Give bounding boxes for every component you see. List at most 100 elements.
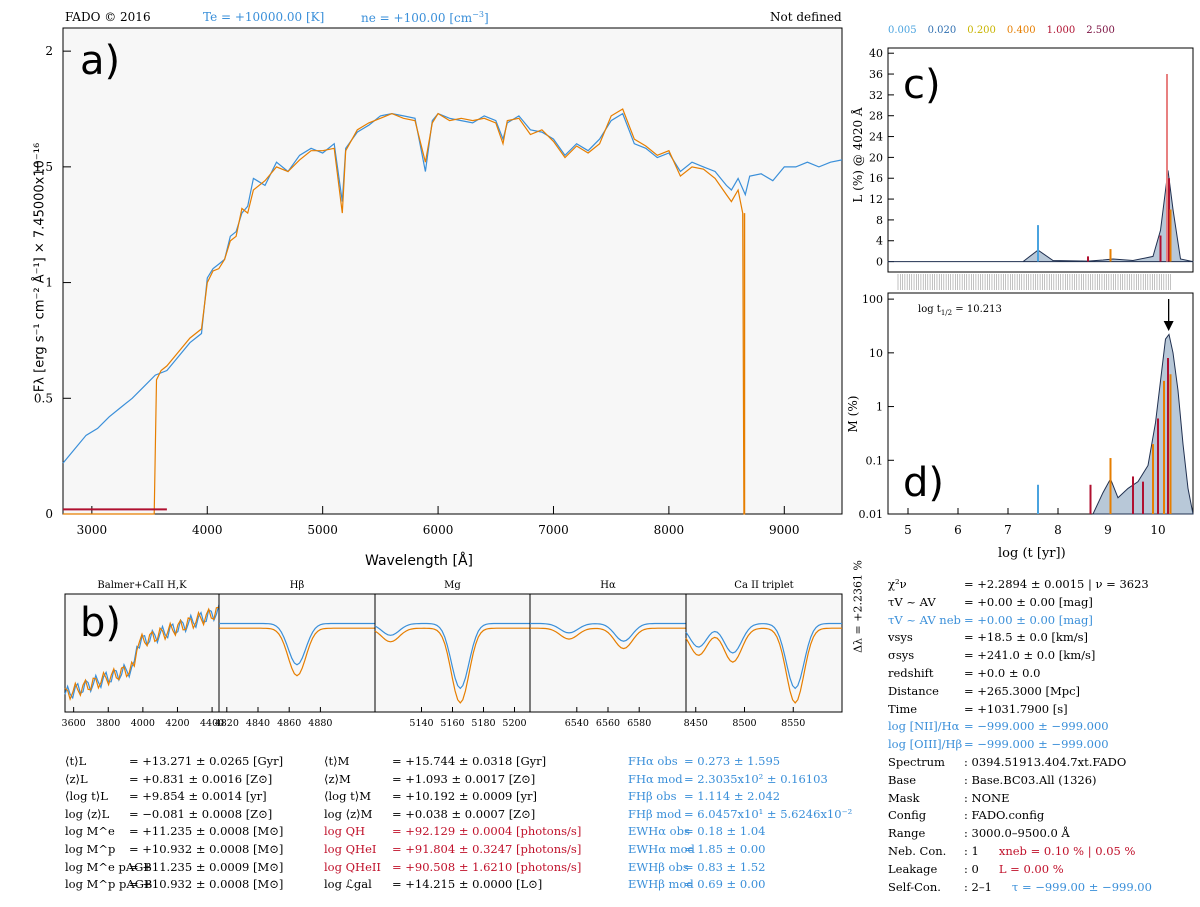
stat-row: FHβ mod = 6.0457x10¹ ± 5.6246x10⁻² bbox=[628, 806, 852, 824]
stat-value: = 0.273 ± 1.595 bbox=[684, 754, 781, 768]
stat-value: = +14.215 ± 0.0000 [L⊙] bbox=[392, 877, 543, 892]
stat-name: Time bbox=[888, 701, 918, 716]
stat-row: χ²ν = +2.2894 ± 0.0015 | ν = 3623 bbox=[888, 576, 1152, 594]
stat-value: = 0.83 ± 1.52 bbox=[684, 859, 766, 874]
stat-name: Mask bbox=[888, 790, 920, 805]
stat-value: = +0.00 ± 0.00 [mag] bbox=[964, 612, 1093, 627]
panel-label-a: a) bbox=[80, 38, 121, 84]
zoom-series bbox=[685, 627, 842, 704]
stats-left: ⟨t⟩L = +13.271 ± 0.0265 [Gyr] ⟨z⟩L = +0.831… bbox=[65, 753, 283, 894]
stat-name: log M^e bbox=[65, 824, 115, 839]
stat-row: Range: 3000.0–9500.0 Å bbox=[888, 825, 1152, 843]
stat-value: = +0.831 ± 0.0016 [Z⊙] bbox=[129, 771, 273, 786]
stat-name: Distance bbox=[888, 683, 939, 698]
stat-value: : FADO.config bbox=[964, 808, 1045, 823]
stat-row: log ℒgal = +14.215 ± 0.0000 [L⊙] bbox=[324, 876, 581, 894]
light-envelope bbox=[887, 170, 1194, 263]
zoom-panels: Balmer+CaII H,K 3600 3800 4000 4200 4400 Hβ 482… bbox=[62, 580, 843, 729]
zoom-window bbox=[218, 593, 376, 713]
program-title: FADO © 2016 bbox=[65, 10, 151, 24]
stat-name: Self-Con. bbox=[888, 879, 941, 894]
zoom-x-tick-label: 4200 bbox=[165, 718, 189, 729]
stat-row: ⟨z⟩L = +0.831 ± 0.0016 [Z⊙] bbox=[65, 771, 283, 789]
stat-value: = +91.804 ± 0.3247 [photons/s] bbox=[392, 841, 582, 856]
stat-row: log M^e pAGB= +11.235 ± 0.0009 [M⊙] bbox=[65, 859, 283, 877]
x-tick-label: 8 bbox=[1054, 523, 1062, 537]
stat-name: log QHeII bbox=[324, 859, 381, 874]
stat-name: EWHβ obs bbox=[628, 859, 689, 874]
stat-name: log [NII]/Hα bbox=[888, 719, 960, 734]
x-tick-label: 7 bbox=[1004, 523, 1012, 537]
stat-value: = +1.093 ± 0.0017 [Z⊙] bbox=[392, 771, 536, 786]
stat-row: log ⟨z⟩M = +0.038 ± 0.0007 [Z⊙] bbox=[324, 806, 581, 824]
y-tick-label: 16 bbox=[869, 172, 883, 185]
zoom-window bbox=[685, 593, 843, 713]
stat-name: ⟨z⟩L bbox=[65, 771, 88, 786]
stat-value: = +1031.7900 [s] bbox=[964, 701, 1068, 716]
zoom-x-tick-label: 3600 bbox=[62, 718, 86, 729]
stat-name: EWHα mod bbox=[628, 841, 695, 856]
stat-row: Distance = +265.3000 [Mpc] bbox=[888, 683, 1152, 701]
zoom-x-tick-label: 8450 bbox=[684, 718, 708, 729]
zoom-series bbox=[64, 606, 220, 701]
zoom-x-tick-label: 3800 bbox=[96, 718, 120, 729]
stat-name: ⟨log t⟩M bbox=[324, 789, 371, 804]
stat-row: Spectrum: 0394.51913.404.7xt.FADO bbox=[888, 754, 1152, 772]
z-legend-item: 0.400 bbox=[1006, 25, 1036, 36]
zoom-series bbox=[219, 622, 375, 666]
stat-value: = +18.5 ± 0.0 [km/s] bbox=[964, 630, 1089, 645]
metallicity-legend: 0.005 0.020 0.200 0.400 1.000 2.500 bbox=[888, 25, 1126, 36]
zoom-x-tick-label: 6580 bbox=[627, 718, 651, 729]
stat-name: σsys bbox=[888, 648, 915, 663]
stat-row: EWHβ mod= 0.69 ± 0.00 bbox=[628, 876, 852, 894]
panel-a-ylabel: Fλ [erg s⁻¹ cm⁻² Å⁻¹] × 7.45000x10⁻¹⁶ bbox=[32, 142, 48, 393]
plot-area-a bbox=[62, 27, 843, 515]
stat-value: = +10.192 ± 0.0009 [yr] bbox=[392, 789, 537, 804]
stat-value: = +10.932 ± 0.0008 [M⊙] bbox=[129, 841, 284, 856]
stat-name: χ²ν bbox=[888, 577, 907, 591]
stat-value: = 1.85 ± 0.00 bbox=[684, 841, 766, 856]
stat-name: log QHeI bbox=[324, 841, 377, 856]
stat-row: τV ~ AV neb = +0.00 ± 0.00 [mag] bbox=[888, 612, 1152, 630]
y-tick-label: 12 bbox=[869, 193, 883, 206]
plot-area-c bbox=[887, 47, 1194, 273]
y-tick-label: 0 bbox=[876, 256, 883, 269]
te-label: Te = +10000.00 [K] bbox=[203, 10, 325, 24]
stat-value: = 0.69 ± 0.00 bbox=[684, 877, 766, 892]
stat-value: = 6.0457x10¹ ± 5.6246x10⁻² bbox=[684, 806, 853, 821]
stat-row: Time = +1031.7900 [s] bbox=[888, 701, 1152, 719]
base-age-strip bbox=[897, 274, 1172, 290]
stat-name: τV ~ AV bbox=[888, 594, 936, 609]
stat-value: = +0.0 ± 0.0 bbox=[964, 665, 1041, 680]
spectrum-series bbox=[63, 108, 746, 515]
stat-value: = +0.038 ± 0.0007 [Z⊙] bbox=[392, 806, 536, 821]
stat-name: FHβ mod bbox=[628, 806, 682, 821]
stat-row: ⟨log t⟩L = +9.854 ± 0.0014 [yr] bbox=[65, 788, 283, 806]
y-tick-label: 40 bbox=[869, 47, 883, 60]
stat-row: log QHeII = +90.508 ± 1.6210 [photons/s] bbox=[324, 859, 581, 877]
stat-row: τV ~ AV = +0.00 ± 0.00 [mag] bbox=[888, 594, 1152, 612]
stat-row: FHβ obs = 1.114 ± 2.042 bbox=[628, 788, 852, 806]
zoom-series bbox=[685, 622, 842, 690]
zoom-x-tick-label: 4840 bbox=[246, 718, 270, 729]
stat-name: EWHα obs bbox=[628, 824, 690, 839]
stat-value: = +13.271 ± 0.0265 [Gyr] bbox=[129, 754, 284, 768]
stat-value: : 2–1 bbox=[964, 879, 992, 894]
y-tick-label: 100 bbox=[862, 293, 883, 306]
stat-name: FHβ obs bbox=[628, 789, 677, 804]
stat-value: = +11.235 ± 0.0008 [M⊙] bbox=[129, 824, 284, 839]
stat-row: redshift = +0.0 ± 0.0 bbox=[888, 665, 1152, 683]
y-tick-label: 1.5 bbox=[34, 160, 53, 174]
stat-value: = +90.508 ± 1.6210 [photons/s] bbox=[392, 859, 582, 874]
y-tick-label: 0.01 bbox=[859, 508, 884, 521]
y-tick-label: 0.5 bbox=[34, 391, 53, 405]
zoom-window-title: Mg bbox=[444, 580, 461, 591]
panel-c-ylabel: L (%) @ 4020 Å bbox=[851, 107, 865, 203]
stat-value: = +92.129 ± 0.0004 [photons/s] bbox=[392, 824, 582, 839]
stat-name: ⟨z⟩M bbox=[324, 771, 351, 786]
stat-row: Base: Base.BC03.All (1326) bbox=[888, 772, 1152, 790]
y-tick-label: 0.1 bbox=[866, 454, 884, 467]
stat-name: Base bbox=[888, 772, 917, 787]
half-life-annotation: log t1/2 = 10.213 bbox=[918, 304, 1002, 317]
